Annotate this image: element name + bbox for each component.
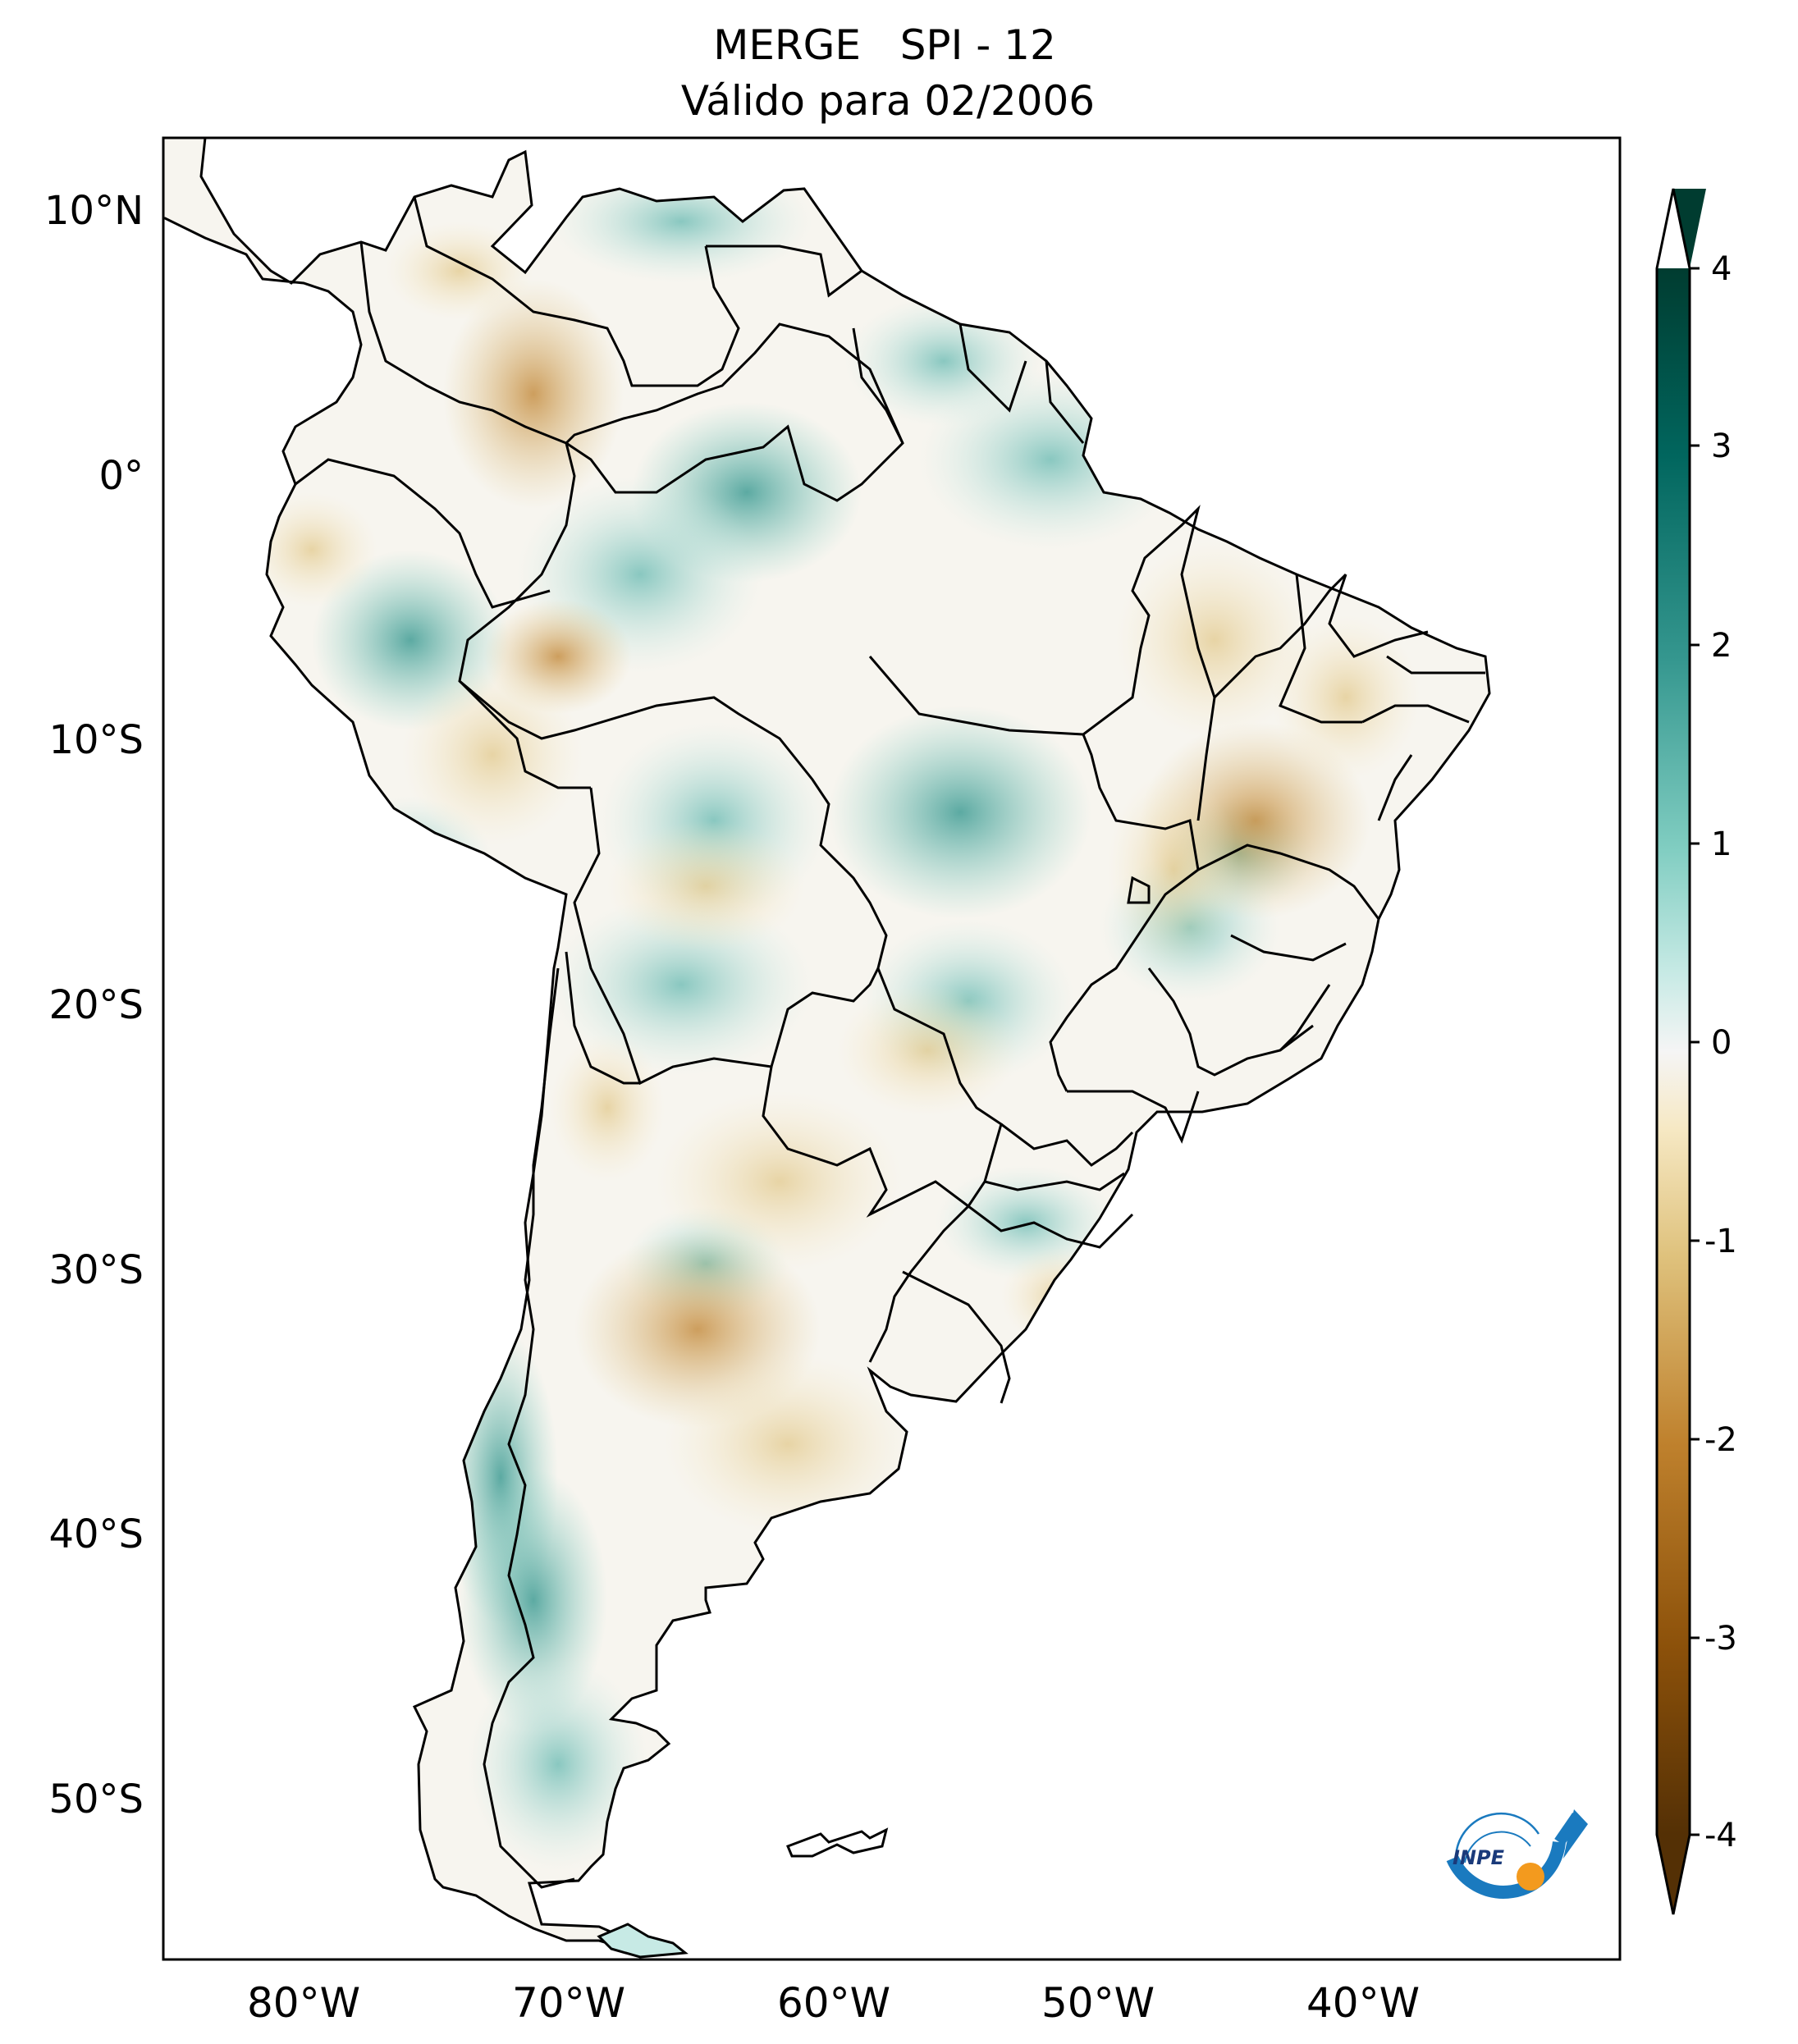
map-frame	[162, 136, 1622, 1961]
colorbar-tick-label: -2	[1704, 1421, 1737, 1459]
falklands-islands	[786, 1827, 889, 1858]
longitude-labels: 80°W 70°W 60°W 50°W 40°W	[247, 1979, 1420, 2027]
colorbar-tick-label: 3	[1711, 428, 1732, 465]
lat-label: 10°N	[44, 188, 144, 234]
lat-label: 0°	[98, 453, 144, 499]
colorbar-ticks	[1690, 267, 1700, 1836]
colorbar-tick-label: 1	[1711, 825, 1732, 863]
lat-label: 40°S	[48, 1511, 144, 1557]
lon-label: 50°W	[1041, 1979, 1155, 2027]
lon-label: 80°W	[247, 1979, 360, 2027]
lat-label: 10°S	[48, 717, 144, 763]
colorbar-bar	[1673, 189, 1706, 268]
colorbar-tick-label: 2	[1711, 627, 1732, 665]
colorbar-tick-label: -1	[1704, 1223, 1737, 1260]
lat-label: 50°S	[48, 1776, 144, 1822]
lat-label: 30°S	[48, 1247, 144, 1293]
colorbar-tick-label: -4	[1704, 1817, 1737, 1854]
colorbar-tick-label: 0	[1711, 1024, 1732, 1062]
map-title-line1: MERGE SPI - 12	[713, 21, 1056, 69]
tierra-del-fuego	[597, 1923, 689, 1959]
inpe-logo-icon: INPE	[1446, 1809, 1588, 1899]
colorbar-tick-label: 4	[1711, 250, 1732, 288]
lon-label: 60°W	[777, 1979, 890, 2027]
lon-label: 40°W	[1306, 1979, 1420, 2027]
country-borders	[295, 196, 1485, 1889]
lat-label: 20°S	[48, 982, 144, 1028]
colorbar-tick-labels: 4 3 2 1 0 -1 -2 -3 -4	[1704, 250, 1737, 1854]
map-title-line2: Válido para 02/2006	[681, 77, 1095, 125]
colorbar-tick-label: -3	[1704, 1620, 1737, 1658]
inpe-logo-text: INPE	[1453, 1846, 1505, 1869]
colorbar: 4 3 2 1 0 -1 -2 -3 -4	[1655, 188, 1737, 1915]
lon-label: 70°W	[512, 1979, 625, 2027]
map-panel	[163, 138, 1620, 1959]
latitude-labels: 10°N 0° 10°S 20°S 30°S 40°S 50°S	[44, 188, 144, 1822]
